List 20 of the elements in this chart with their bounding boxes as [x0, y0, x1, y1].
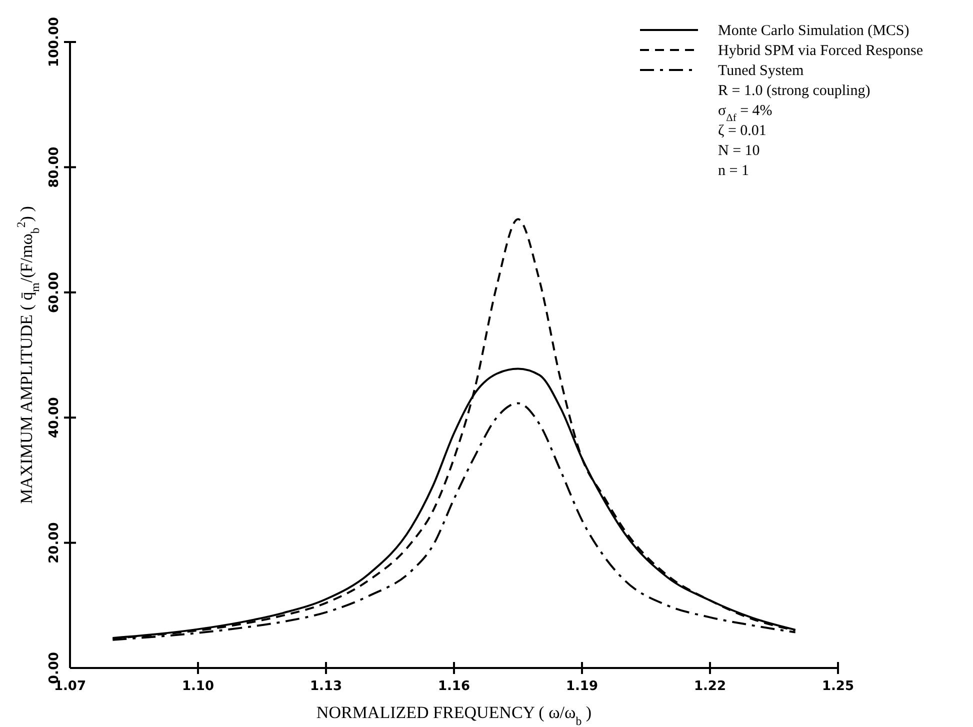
x-tick-label: 1.25 [822, 679, 854, 694]
x-tick-label: 1.16 [438, 679, 470, 694]
x-tick-label: 1.13 [310, 679, 342, 694]
x-tick-label: 1.19 [566, 679, 598, 694]
annotation: R = 1.0 (strong coupling) [718, 83, 870, 99]
legend-label: Hybrid SPM via Forced Response [718, 43, 924, 59]
y-tick-label: 80.00 [47, 146, 62, 188]
x-axis-title: NORMALIZED FREQUENCY ( ω/ω$_{b}$ ) [316, 703, 592, 727]
annotation: ζ = 0.01 [718, 123, 766, 139]
y-tick-label: 60.00 [47, 272, 62, 313]
y-tick-label: 40.00 [47, 397, 62, 438]
annotation: n = 1 [718, 163, 749, 179]
y-tick-label: 20.00 [47, 522, 62, 564]
y-tick-label: 100.00 [47, 16, 62, 68]
x-tick-label: 1.22 [694, 679, 726, 694]
x-tick-label: 1.10 [182, 679, 214, 694]
annotation: N = 10 [718, 143, 760, 159]
annotation: σ$_{Δf}$ = 4% [718, 103, 772, 124]
legend-label: Monte Carlo Simulation (MCS) [718, 23, 910, 39]
legend-label: Tuned System [718, 63, 804, 79]
